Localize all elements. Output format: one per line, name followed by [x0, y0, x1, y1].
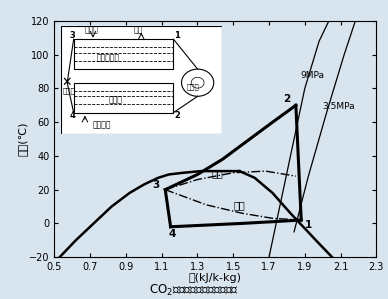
Text: 4: 4: [169, 229, 176, 239]
Text: 3: 3: [153, 180, 160, 190]
Text: CO$_2$热泵热水器的热力学分析: CO$_2$热泵热水器的热力学分析: [149, 282, 239, 298]
X-axis label: 熵(kJ/k-kg): 熵(kJ/k-kg): [189, 273, 242, 283]
Text: 冷源: 冷源: [212, 168, 223, 178]
Text: 2: 2: [283, 94, 291, 104]
Text: 热源: 热源: [233, 200, 245, 210]
Y-axis label: 温度(℃): 温度(℃): [17, 122, 28, 156]
Text: 3.5MPa: 3.5MPa: [323, 102, 355, 111]
Text: 9MPa: 9MPa: [300, 71, 324, 80]
Text: 1: 1: [305, 220, 312, 231]
